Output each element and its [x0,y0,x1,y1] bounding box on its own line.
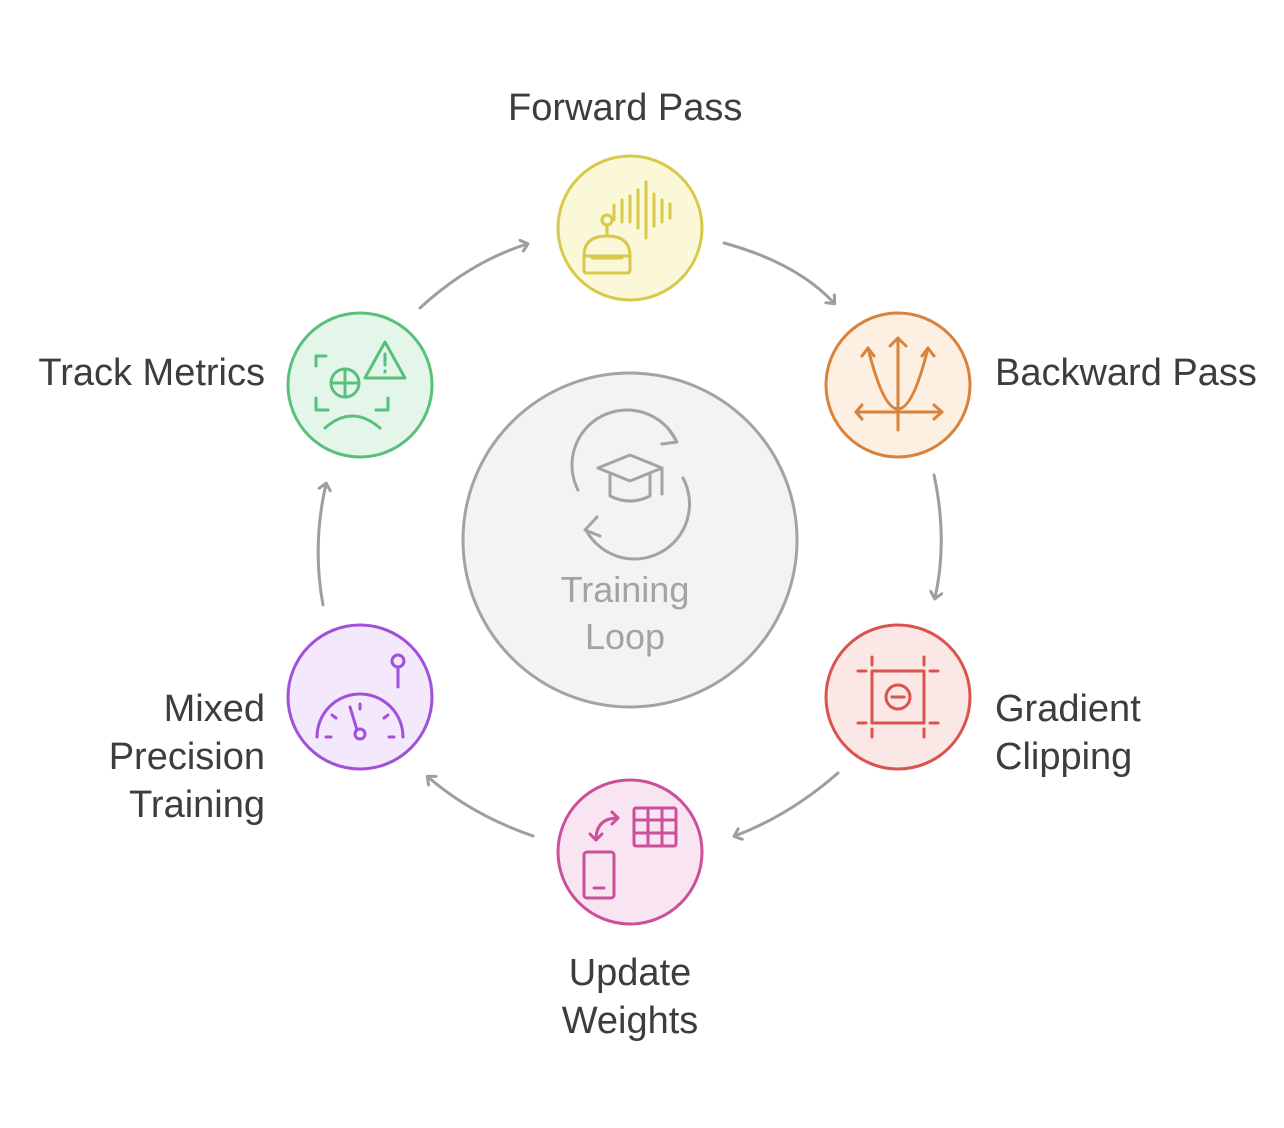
label-update-weights: Update Weights [561,952,699,1042]
arrow-forward-to-backward [722,241,834,303]
center-circle [461,371,799,709]
label-mixed-precision-training: Mixed Precision Training [108,688,265,826]
parabola-axes-icon [854,336,944,432]
node-update-weights [556,778,704,926]
node-mixed-precision [286,623,434,771]
label-forward-pass: Forward Pass [508,87,743,129]
node-backward-pass [824,311,972,459]
connector-arrows [316,241,941,838]
center-label: Training Loop [560,569,690,657]
arrow-clipping-to-update [735,771,840,836]
face-scan-alert-icon [314,340,407,430]
crop-minus-icon [856,655,940,739]
label-gradient-clipping: Gradient Clipping [995,688,1141,778]
node-gradient-clipping [824,623,972,771]
speedometer-icon [315,653,406,741]
robot-voice-icon [582,180,672,275]
node-forward-pass [556,154,704,302]
arrow-track-to-forward [418,244,527,310]
graduation-cycle-icon [570,408,691,561]
label-track-metrics: Track Metrics [38,352,265,394]
arrow-backward-to-clipping [934,473,941,598]
device-table-icon [582,806,678,900]
arrow-update-to-mixed [428,777,535,838]
node-track-metrics [286,311,434,459]
label-backward-pass: Backward Pass [995,352,1257,394]
arrow-mixed-to-track [316,484,326,607]
